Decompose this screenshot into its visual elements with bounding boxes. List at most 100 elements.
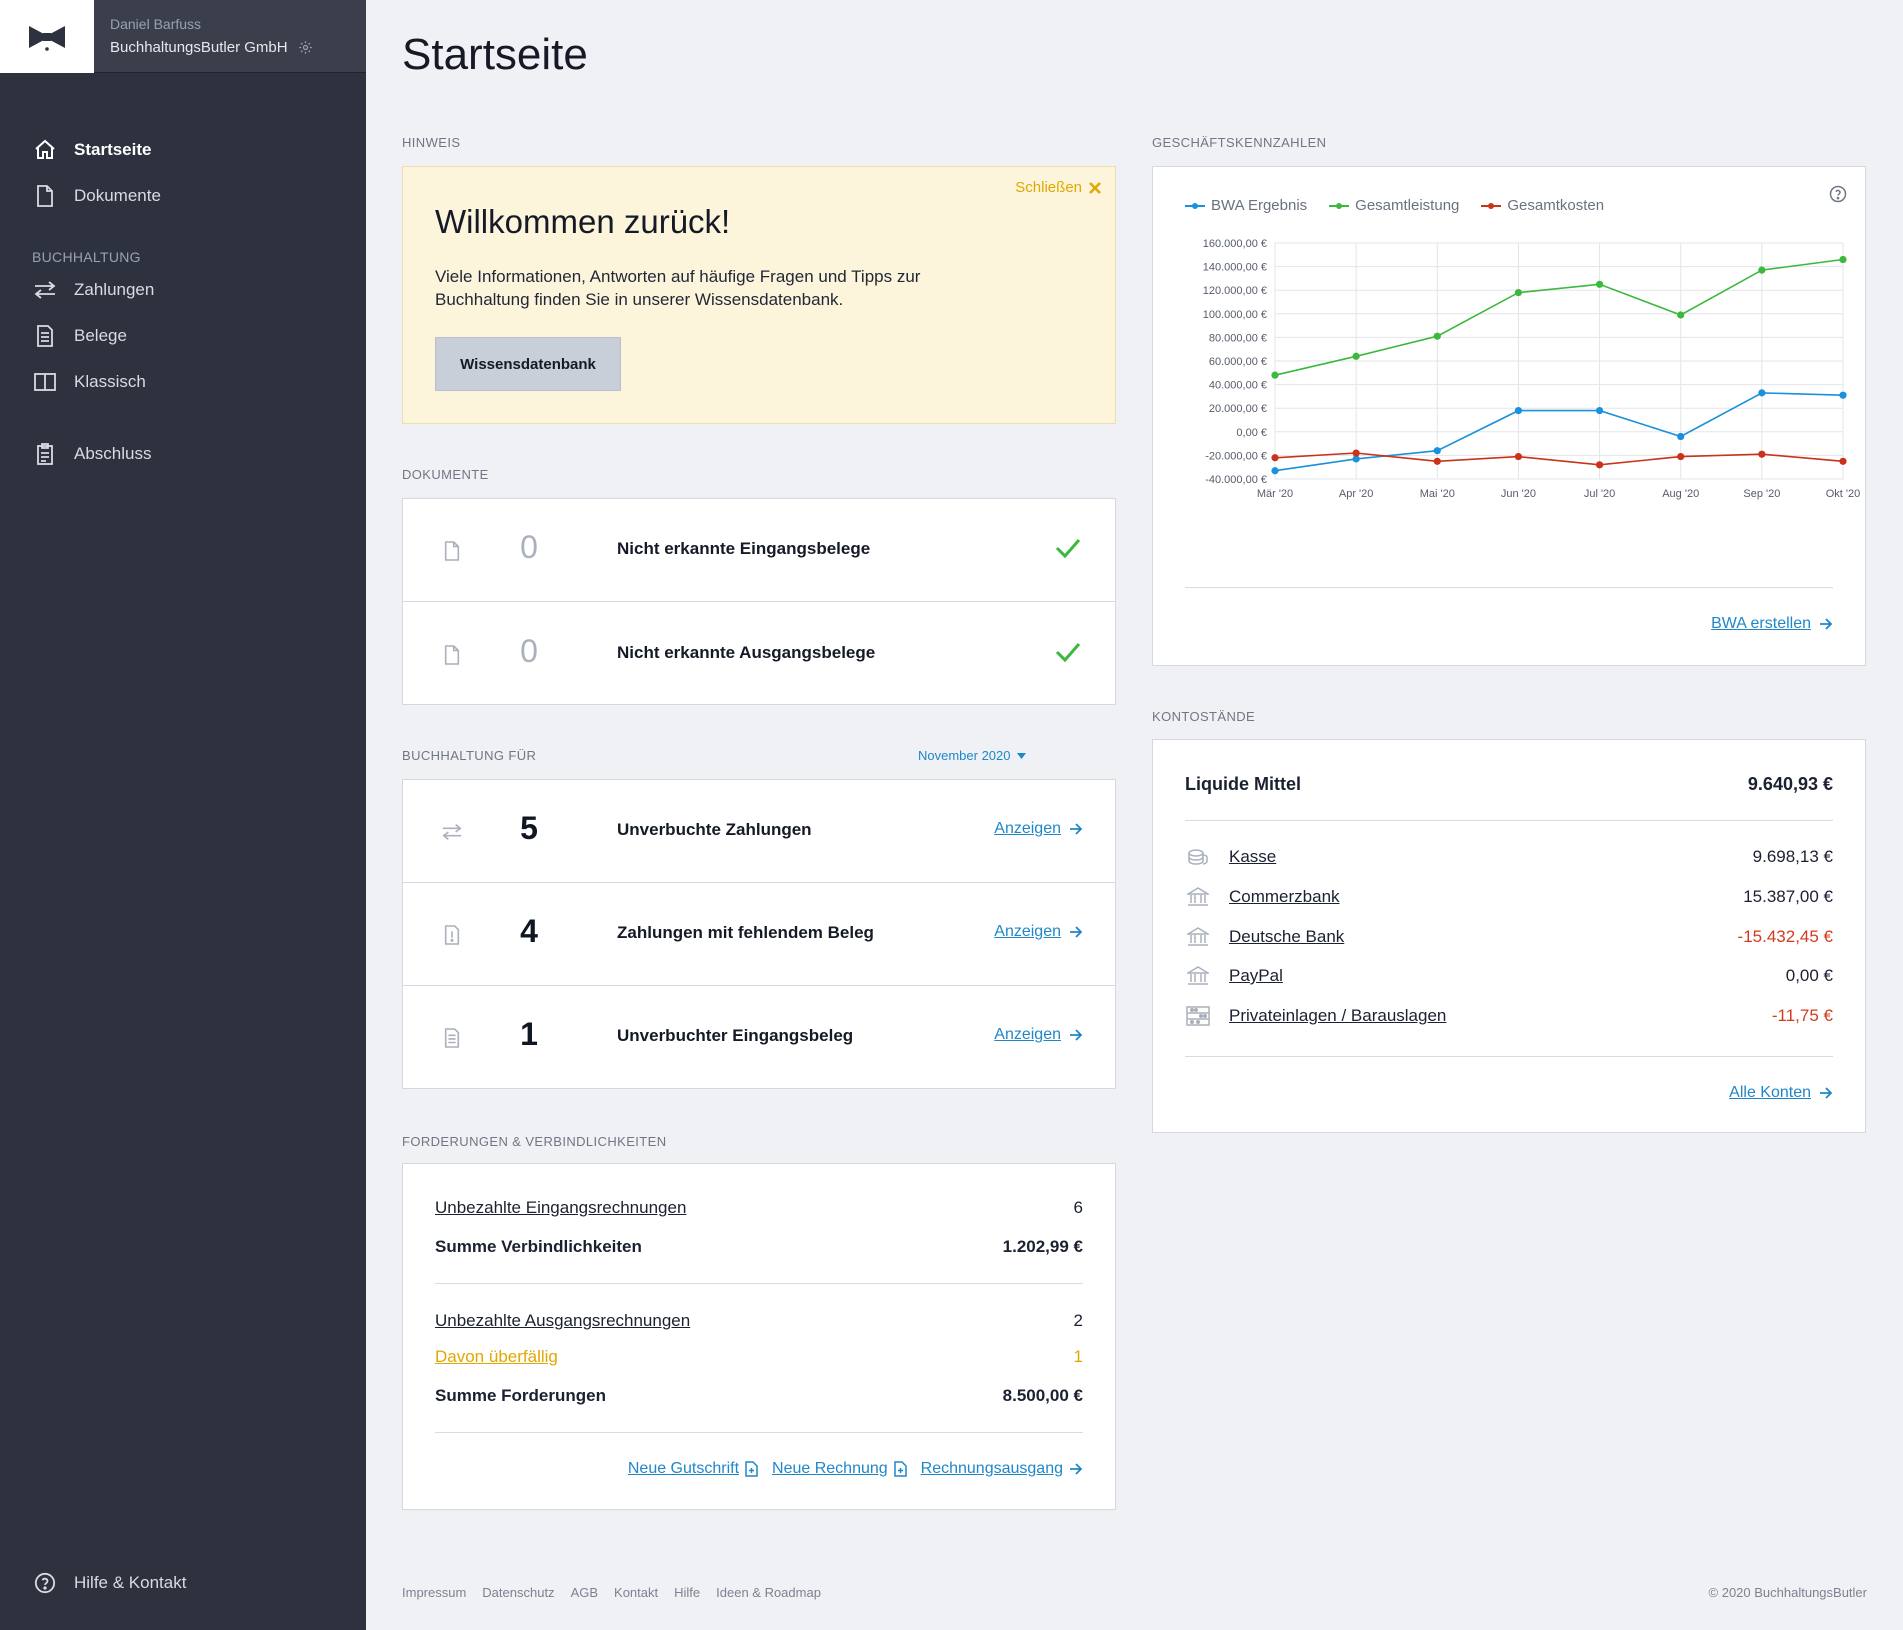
y-tick-label: -20.000,00 € <box>1205 450 1267 462</box>
series-line <box>1274 392 1844 472</box>
logo[interactable] <box>0 0 94 73</box>
nav-abschluss[interactable]: Abschluss <box>0 431 366 477</box>
link-label: Anzeigen <box>994 820 1061 837</box>
account-link-kasse[interactable]: Kasse <box>1229 847 1277 866</box>
liquid-funds-line: Liquide Mittel 9.640,93 € <box>1185 774 1833 795</box>
section-buchhaltung: BUCHHALTUNG FÜR <box>402 748 537 763</box>
footer-link-hilfe[interactable]: Hilfe <box>674 1585 701 1600</box>
nav-label: Dokumente <box>74 186 161 205</box>
arrow-right-icon <box>1820 618 1833 630</box>
booking-card: 5 Unverbuchte Zahlungen Anzeigen 4 Zahlu… <box>402 779 1116 1089</box>
data-point <box>1271 467 1279 475</box>
invoice-outbox-link[interactable]: Rechnungsausgang <box>921 1460 1083 1478</box>
account-link-paypal[interactable]: PayPal <box>1229 966 1283 985</box>
bank-icon <box>1185 926 1211 948</box>
divider <box>1185 587 1833 588</box>
footer-link-roadmap[interactable]: Ideen & Roadmap <box>716 1585 821 1600</box>
footer-link-agb[interactable]: AGB <box>570 1585 599 1600</box>
caret-down-icon <box>1016 752 1026 759</box>
company-name: BuchhaltungsButler GmbH <box>110 39 366 56</box>
data-point <box>1352 449 1360 457</box>
x-tick-label: Aug '20 <box>1662 488 1699 500</box>
sum-liabilities-label: Summe Verbindlichkeiten <box>435 1237 642 1256</box>
section-konten: KONTOSTÄNDE <box>1152 709 1256 724</box>
all-accounts-link[interactable]: Alle Konten <box>1729 1084 1833 1102</box>
account-balance: 0,00 € <box>1785 966 1833 985</box>
account-row: Kasse 9.698,13 € <box>1185 846 1833 868</box>
nav-belege[interactable]: Belege <box>0 313 366 359</box>
y-tick-label: 80.000,00 € <box>1209 332 1267 344</box>
account-row: Deutsche Bank -15.432,45 € <box>1185 926 1833 948</box>
document-icon <box>441 643 463 667</box>
documents-row: 0 Nicht erkannte Ausgangsbelege <box>403 603 1115 706</box>
link-label: Alle Konten <box>1729 1084 1811 1101</box>
unpaid-incoming-link[interactable]: Unbezahlte Eingangsrechnungen <box>435 1198 687 1217</box>
unpaid-outgoing-link[interactable]: Unbezahlte Ausgangsrechnungen <box>435 1311 691 1330</box>
data-point <box>1758 389 1766 397</box>
data-point <box>1433 447 1441 455</box>
y-tick-label: 100.000,00 € <box>1203 309 1267 321</box>
footer-link-datenschutz[interactable]: Datenschutz <box>482 1585 555 1600</box>
footer-link-impressum[interactable]: Impressum <box>402 1585 467 1600</box>
new-credit-note-link[interactable]: Neue Gutschrift <box>628 1460 758 1478</box>
document-icon <box>32 183 58 209</box>
account-link-privateinlagen[interactable]: Privateinlagen / Barauslagen <box>1229 1006 1447 1025</box>
company-label: BuchhaltungsButler GmbH <box>110 39 288 56</box>
nav-zahlungen[interactable]: Zahlungen <box>0 267 366 313</box>
y-tick-label: 120.000,00 € <box>1203 285 1267 297</box>
nav-hilfe-kontakt[interactable]: Hilfe & Kontakt <box>0 1560 186 1606</box>
missing-receipt-icon <box>441 923 463 947</box>
brand-bar: Daniel Barfuss BuchhaltungsButler GmbH <box>0 0 366 73</box>
book-icon <box>32 369 58 395</box>
unpaid-outgoing-value: 2 <box>1073 1311 1083 1330</box>
create-bwa-link[interactable]: BWA erstellen <box>1711 615 1833 633</box>
help-icon[interactable] <box>1829 185 1847 203</box>
unpaid-incoming-value: 6 <box>1073 1198 1083 1217</box>
sum-receivables-label: Summe Forderungen <box>435 1386 606 1405</box>
x-tick-label: Sep '20 <box>1743 488 1780 500</box>
kpi-chart-card: BWA Ergebnis Gesamtleistung Gesamtkosten… <box>1152 166 1866 666</box>
y-tick-label: 160.000,00 € <box>1203 238 1267 250</box>
transfer-icon <box>32 277 58 303</box>
nav-klassisch[interactable]: Klassisch <box>0 359 366 405</box>
nav-startseite[interactable]: Startseite <box>0 127 366 173</box>
notice-card: Schließen Willkommen zurück! Viele Infor… <box>402 166 1116 424</box>
account-balance: -11,75 € <box>1771 1006 1833 1025</box>
data-point <box>1595 461 1604 469</box>
legend-item[interactable]: Gesamtkosten <box>1481 197 1604 214</box>
data-point <box>1514 452 1523 461</box>
account-balance: -15.432,45 € <box>1737 927 1833 946</box>
gear-icon[interactable] <box>298 40 313 55</box>
arrow-right-icon <box>1070 1463 1083 1475</box>
booking-row: 1 Unverbuchter Eingangsbeleg Anzeigen <box>403 986 1115 1089</box>
check-icon <box>1055 643 1081 663</box>
account-link-deutsche-bank[interactable]: Deutsche Bank <box>1229 927 1345 946</box>
show-missing-receipts-link[interactable]: Anzeigen <box>994 923 1083 941</box>
section-forderungen: FORDERUNGEN & VERBINDLICHKEITEN <box>402 1134 667 1149</box>
account-switcher[interactable]: Daniel Barfuss BuchhaltungsButler GmbH <box>94 0 366 72</box>
nav-dokumente[interactable]: Dokumente <box>0 173 366 219</box>
data-point <box>1595 406 1604 415</box>
footer-link-kontakt[interactable]: Kontakt <box>614 1585 659 1600</box>
link-label: Neue Rechnung <box>772 1460 888 1477</box>
knowledge-base-button[interactable]: Wissensdatenbank <box>435 337 621 391</box>
series-line <box>1274 452 1844 466</box>
unpaid-outgoing-line: Unbezahlte Ausgangsrechnungen 2 <box>435 1311 1083 1331</box>
section-hinweis: HINWEIS <box>402 135 461 150</box>
month-dropdown[interactable]: November 2020 <box>918 748 1026 763</box>
unpaid-incoming-line: Unbezahlte Eingangsrechnungen 6 <box>435 1198 1083 1218</box>
x-tick-label: Okt '20 <box>1826 488 1861 500</box>
count: 0 <box>520 633 538 669</box>
legend-item[interactable]: Gesamtleistung <box>1329 197 1459 214</box>
data-point <box>1514 288 1523 297</box>
overdue-link[interactable]: Davon überfällig <box>435 1347 558 1366</box>
show-unbooked-receipt-link[interactable]: Anzeigen <box>994 1026 1083 1044</box>
close-notice-button[interactable]: Schließen <box>1015 179 1102 196</box>
notice-text: Viele Informationen, Antworten auf häufi… <box>435 267 921 309</box>
legend-item[interactable]: BWA Ergebnis <box>1185 197 1307 214</box>
count: 5 <box>520 810 538 846</box>
new-invoice-link[interactable]: Neue Rechnung <box>772 1460 907 1478</box>
new-document-icon <box>745 1461 758 1477</box>
show-unbooked-payments-link[interactable]: Anzeigen <box>994 820 1083 838</box>
account-link-commerzbank[interactable]: Commerzbank <box>1229 887 1340 906</box>
